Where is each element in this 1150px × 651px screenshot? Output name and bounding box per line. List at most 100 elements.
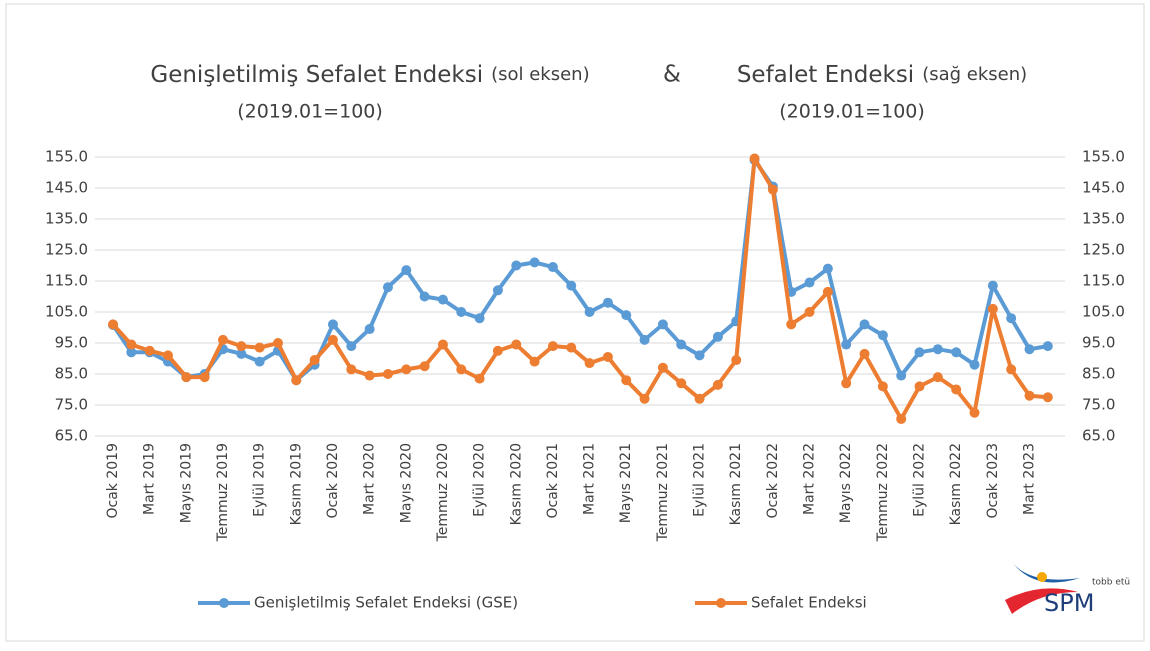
point	[602, 297, 613, 308]
y-tick-label: 85.0	[55, 365, 88, 383]
point	[639, 334, 650, 345]
point	[401, 364, 412, 375]
x-tick-label: Mayıs 2019	[178, 443, 194, 523]
x-tick-label: Eylül 2020	[472, 443, 488, 517]
chart-frame	[5, 3, 1145, 642]
point	[401, 265, 412, 276]
chart-title-right: Sefalet Endeksi (sağ eksen)	[737, 62, 1027, 88]
point	[419, 361, 430, 372]
point	[896, 413, 907, 424]
x-tick-label: Temmuz 2020	[435, 443, 451, 542]
logo-swoosh	[1005, 588, 1078, 614]
y-tick-label: 105.0	[45, 303, 88, 321]
title-joiner: &	[663, 62, 681, 88]
x-tick-label: Temmuz 2022	[875, 443, 891, 542]
series-line	[111, 158, 1049, 383]
point	[712, 331, 723, 342]
x-tick-label: Ocak 2022	[765, 443, 781, 518]
y-tick-label: 155.0	[45, 148, 88, 166]
point	[511, 260, 522, 271]
point	[419, 291, 430, 302]
y-tick-label: 145.0	[45, 179, 88, 197]
series-line	[111, 156, 1048, 421]
y2-tick-label: 155.0	[1082, 148, 1125, 166]
subtitle: (2019.01=100)	[779, 101, 925, 123]
point	[767, 184, 778, 195]
point	[327, 334, 338, 345]
point	[474, 313, 485, 324]
point	[932, 344, 943, 355]
x-tick-label: Mart 2023	[1022, 443, 1038, 515]
point	[511, 339, 522, 350]
point	[822, 286, 833, 297]
point	[437, 339, 448, 350]
point	[529, 257, 540, 268]
point	[676, 378, 687, 389]
point	[364, 324, 375, 335]
point	[932, 372, 943, 383]
y2-tick-label: 115.0	[1082, 272, 1125, 290]
x-tick-label: Eylül 2019	[252, 443, 268, 517]
x-tick-label: Kasım 2022	[948, 443, 964, 525]
logo-dot	[1037, 572, 1047, 582]
y-tick-label: 115.0	[45, 272, 88, 290]
point	[749, 153, 760, 164]
point	[657, 362, 668, 373]
point	[547, 341, 558, 352]
point	[859, 319, 870, 330]
point	[914, 347, 925, 358]
point	[199, 372, 210, 383]
point	[291, 375, 302, 386]
point	[529, 356, 540, 367]
point	[456, 364, 467, 375]
point	[859, 348, 870, 359]
legend-label: Sefalet Endeksi	[751, 594, 867, 612]
x-tick-label: Kasım 2020	[508, 443, 524, 525]
x-tick-label: Ocak 2020	[325, 443, 341, 518]
x-tick-label: Mart 2021	[582, 443, 598, 515]
point	[309, 355, 320, 366]
point	[786, 319, 797, 330]
point	[1024, 390, 1035, 401]
x-tick-label: Ocak 2019	[105, 443, 121, 518]
point	[896, 370, 907, 381]
y-tick-label: 125.0	[45, 241, 88, 259]
point	[181, 372, 192, 383]
point	[566, 342, 577, 353]
legend-marker	[219, 598, 229, 608]
y2-tick-label: 145.0	[1082, 179, 1125, 197]
logo: tobb etü SPM	[1005, 562, 1130, 617]
point	[492, 285, 503, 296]
point	[639, 393, 650, 404]
x-tick-label: Mayıs 2022	[838, 443, 854, 523]
point	[254, 342, 265, 353]
point	[126, 339, 137, 350]
point	[841, 339, 852, 350]
point	[254, 356, 265, 367]
point	[676, 339, 687, 350]
point	[694, 393, 705, 404]
y2-tick-label: 95.0	[1082, 334, 1115, 352]
point	[987, 280, 998, 291]
legend-marker	[716, 598, 726, 608]
point	[951, 384, 962, 395]
point	[236, 341, 247, 352]
point	[914, 381, 925, 392]
point	[162, 350, 173, 361]
x-tick-label: Kasım 2021	[728, 443, 744, 525]
y-tick-label: 75.0	[55, 396, 88, 414]
point	[1006, 364, 1017, 375]
point	[584, 358, 595, 369]
point	[822, 263, 833, 274]
point	[437, 294, 448, 305]
y2-tick-label: 105.0	[1082, 303, 1125, 321]
point	[382, 282, 393, 293]
x-tick-label: Kasım 2019	[288, 443, 304, 525]
point	[217, 334, 228, 345]
point	[969, 407, 980, 418]
point	[108, 319, 118, 330]
x-tick-label: Eylül 2021	[692, 443, 708, 517]
title-note: (sol eksen)	[491, 64, 590, 85]
point	[272, 338, 283, 348]
point	[1006, 313, 1017, 324]
